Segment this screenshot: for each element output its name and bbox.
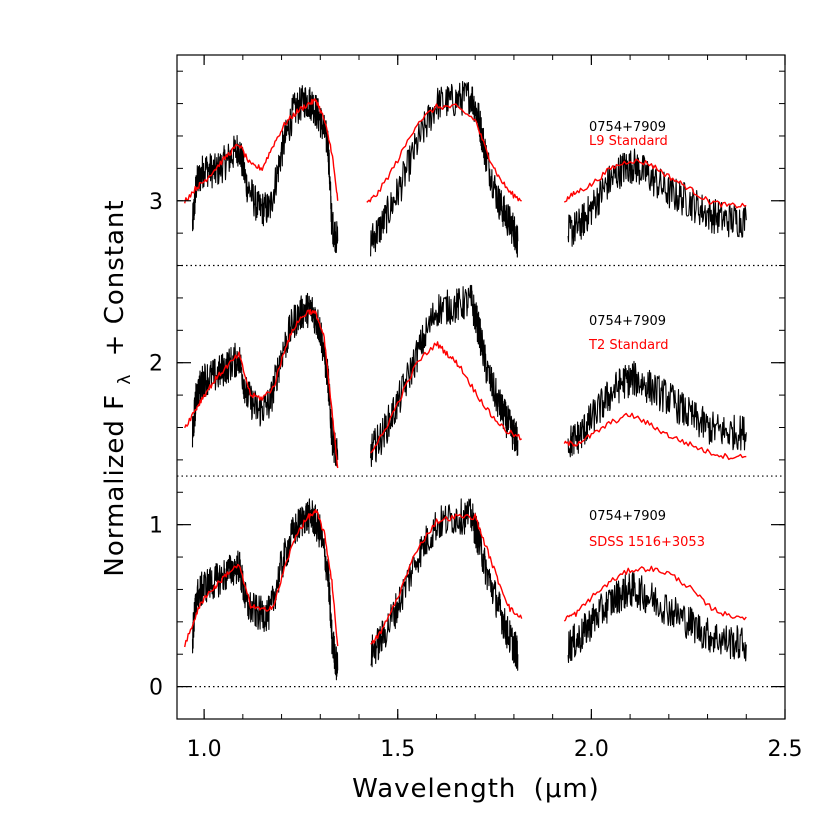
object-spectrum-panel2-seg2 bbox=[567, 571, 747, 664]
object-spectrum-panel0-seg1 bbox=[370, 80, 519, 258]
object-spectrum-panel1-seg0 bbox=[191, 292, 339, 467]
object-spectrum-panel1-seg1 bbox=[370, 284, 519, 468]
object-label-panel2: 0754+7909 bbox=[589, 509, 666, 524]
x-tick-label: 1.0 bbox=[187, 737, 222, 762]
object-spectrum-panel2-seg1 bbox=[370, 498, 519, 671]
comparison-spectrum-panel0-seg0 bbox=[184, 98, 339, 204]
comparison-spectrum-panel2-seg1 bbox=[370, 513, 523, 645]
object-label-panel1: 0754+7909 bbox=[589, 314, 666, 329]
x-tick-label: 1.5 bbox=[380, 737, 415, 762]
ticks-layer: 1.0 1.5 2.0 2.5 0 1 2 3 bbox=[149, 55, 803, 762]
y-axis-title: Normalized F λ + Constant bbox=[100, 199, 137, 576]
comparison-spectrum-panel1-seg0 bbox=[184, 309, 339, 469]
comparison-label-panel0: L9 Standard bbox=[589, 134, 668, 149]
x-axis-title: Wavelength (μm) bbox=[352, 774, 600, 804]
object-spectrum-panel0-seg0 bbox=[191, 85, 339, 254]
series-layer bbox=[184, 80, 747, 681]
comparison-spectrum-panel0-seg2 bbox=[563, 158, 747, 209]
comparison-spectrum-panel0-seg1 bbox=[366, 103, 522, 203]
comparison-spectrum-panel2-seg2 bbox=[563, 565, 747, 622]
x-tick-label: 2.5 bbox=[768, 737, 803, 762]
object-spectrum-panel2-seg0 bbox=[191, 498, 339, 681]
comparison-spectrum-panel1-seg1 bbox=[370, 341, 523, 454]
comparison-label-panel2: SDSS 1516+3053 bbox=[589, 535, 705, 550]
x-tick-label: 2.0 bbox=[574, 737, 609, 762]
y-tick-label: 0 bbox=[149, 676, 163, 701]
comparison-spectrum-panel1-seg2 bbox=[563, 412, 747, 461]
y-tick-label: 2 bbox=[149, 352, 163, 377]
plot-frame bbox=[176, 54, 786, 720]
y-axis-suffix: + Constant bbox=[100, 199, 130, 356]
comparison-spectrum-panel2-seg0 bbox=[184, 509, 339, 648]
object-label-panel0: 0754+7909 bbox=[589, 120, 666, 135]
object-spectrum-panel0-seg2 bbox=[567, 148, 747, 247]
y-tick-label: 1 bbox=[149, 514, 163, 539]
x-axis-unit: (μm) bbox=[534, 774, 600, 804]
y-axis-label: Normalized F bbox=[100, 394, 130, 577]
y-tick-label: 3 bbox=[149, 190, 163, 215]
y-axis-subscript: λ bbox=[115, 374, 135, 385]
x-axis-label: Wavelength bbox=[352, 774, 516, 804]
object-spectrum-panel1-seg2 bbox=[567, 360, 747, 458]
comparison-label-panel1: T2 Standard bbox=[588, 338, 669, 353]
